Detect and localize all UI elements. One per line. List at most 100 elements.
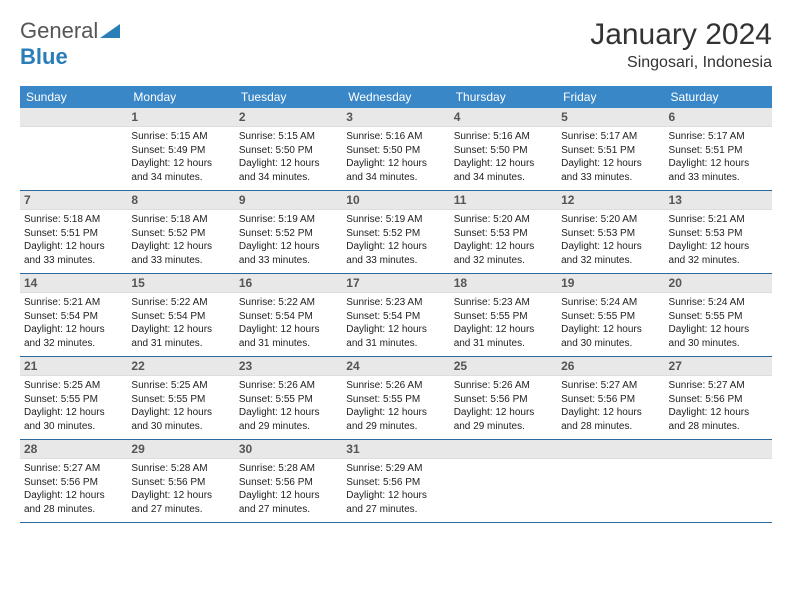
weekday-header: Tuesday: [235, 86, 342, 108]
sunrise-line: Sunrise: 5:25 AM: [131, 379, 230, 393]
day-body: Sunrise: 5:23 AMSunset: 5:55 PMDaylight:…: [450, 293, 557, 356]
day-number: 16: [235, 274, 342, 293]
calendar-day-cell: 12Sunrise: 5:20 AMSunset: 5:53 PMDayligh…: [557, 191, 664, 274]
calendar-table: SundayMondayTuesdayWednesdayThursdayFrid…: [20, 86, 772, 523]
day-body: Sunrise: 5:21 AMSunset: 5:53 PMDaylight:…: [665, 210, 772, 273]
sunrise-line: Sunrise: 5:22 AM: [131, 296, 230, 310]
sunrise-line: Sunrise: 5:18 AM: [131, 213, 230, 227]
calendar-day-cell: [665, 440, 772, 523]
logo: General Blue: [20, 18, 120, 70]
weekday-header: Monday: [127, 86, 234, 108]
day-number: 22: [127, 357, 234, 376]
sunset-line: Sunset: 5:56 PM: [561, 393, 660, 407]
daylight-line: Daylight: 12 hours and 33 minutes.: [131, 240, 230, 267]
sunset-line: Sunset: 5:55 PM: [561, 310, 660, 324]
calendar-week-row: 14Sunrise: 5:21 AMSunset: 5:54 PMDayligh…: [20, 274, 772, 357]
sunset-line: Sunset: 5:56 PM: [454, 393, 553, 407]
day-number: 18: [450, 274, 557, 293]
sunrise-line: Sunrise: 5:16 AM: [454, 130, 553, 144]
day-body: Sunrise: 5:22 AMSunset: 5:54 PMDaylight:…: [127, 293, 234, 356]
sunrise-line: Sunrise: 5:27 AM: [669, 379, 768, 393]
day-number-empty: [450, 440, 557, 459]
sunrise-line: Sunrise: 5:17 AM: [669, 130, 768, 144]
sunrise-line: Sunrise: 5:23 AM: [454, 296, 553, 310]
sunrise-line: Sunrise: 5:23 AM: [346, 296, 445, 310]
daylight-line: Daylight: 12 hours and 34 minutes.: [346, 157, 445, 184]
calendar-day-cell: 10Sunrise: 5:19 AMSunset: 5:52 PMDayligh…: [342, 191, 449, 274]
sunset-line: Sunset: 5:56 PM: [669, 393, 768, 407]
calendar-day-cell: 13Sunrise: 5:21 AMSunset: 5:53 PMDayligh…: [665, 191, 772, 274]
logo-triangle-icon: [100, 18, 120, 44]
calendar-day-cell: 1Sunrise: 5:15 AMSunset: 5:49 PMDaylight…: [127, 108, 234, 191]
sunrise-line: Sunrise: 5:28 AM: [131, 462, 230, 476]
sunrise-line: Sunrise: 5:19 AM: [239, 213, 338, 227]
day-number: 11: [450, 191, 557, 210]
calendar-header-row: SundayMondayTuesdayWednesdayThursdayFrid…: [20, 86, 772, 108]
logo-blue: Blue: [20, 44, 68, 69]
sunset-line: Sunset: 5:55 PM: [24, 393, 123, 407]
daylight-line: Daylight: 12 hours and 31 minutes.: [454, 323, 553, 350]
daylight-line: Daylight: 12 hours and 28 minutes.: [669, 406, 768, 433]
calendar-day-cell: 21Sunrise: 5:25 AMSunset: 5:55 PMDayligh…: [20, 357, 127, 440]
calendar-day-cell: 28Sunrise: 5:27 AMSunset: 5:56 PMDayligh…: [20, 440, 127, 523]
sunrise-line: Sunrise: 5:18 AM: [24, 213, 123, 227]
calendar-week-row: 21Sunrise: 5:25 AMSunset: 5:55 PMDayligh…: [20, 357, 772, 440]
daylight-line: Daylight: 12 hours and 32 minutes.: [454, 240, 553, 267]
day-body: Sunrise: 5:25 AMSunset: 5:55 PMDaylight:…: [127, 376, 234, 439]
sunset-line: Sunset: 5:49 PM: [131, 144, 230, 158]
daylight-line: Daylight: 12 hours and 28 minutes.: [561, 406, 660, 433]
calendar-day-cell: 26Sunrise: 5:27 AMSunset: 5:56 PMDayligh…: [557, 357, 664, 440]
day-body: Sunrise: 5:29 AMSunset: 5:56 PMDaylight:…: [342, 459, 449, 522]
day-number: 27: [665, 357, 772, 376]
sunset-line: Sunset: 5:51 PM: [561, 144, 660, 158]
calendar-day-cell: [450, 440, 557, 523]
day-body: Sunrise: 5:28 AMSunset: 5:56 PMDaylight:…: [235, 459, 342, 522]
sunrise-line: Sunrise: 5:22 AM: [239, 296, 338, 310]
sunrise-line: Sunrise: 5:25 AM: [24, 379, 123, 393]
day-number-empty: [20, 108, 127, 127]
day-body: Sunrise: 5:27 AMSunset: 5:56 PMDaylight:…: [20, 459, 127, 522]
day-body-empty: [20, 127, 127, 187]
calendar-day-cell: 23Sunrise: 5:26 AMSunset: 5:55 PMDayligh…: [235, 357, 342, 440]
sunrise-line: Sunrise: 5:29 AM: [346, 462, 445, 476]
calendar-day-cell: 27 Sunrise: 5:27 AMSunset: 5:56 PMDayligh…: [665, 357, 772, 440]
day-number: 2: [235, 108, 342, 127]
weekday-header: Thursday: [450, 86, 557, 108]
sunset-line: Sunset: 5:56 PM: [24, 476, 123, 490]
sunrise-line: Sunrise: 5:20 AM: [561, 213, 660, 227]
day-body: Sunrise: 5:17 AMSunset: 5:51 PMDaylight:…: [557, 127, 664, 190]
calendar-day-cell: 5Sunrise: 5:17 AMSunset: 5:51 PMDaylight…: [557, 108, 664, 191]
day-number: 25: [450, 357, 557, 376]
sunrise-line: Sunrise: 5:20 AM: [454, 213, 553, 227]
sunset-line: Sunset: 5:55 PM: [346, 393, 445, 407]
sunset-line: Sunset: 5:50 PM: [239, 144, 338, 158]
daylight-line: Daylight: 12 hours and 30 minutes.: [24, 406, 123, 433]
daylight-line: Daylight: 12 hours and 29 minutes.: [346, 406, 445, 433]
day-number: 28: [20, 440, 127, 459]
daylight-line: Daylight: 12 hours and 33 minutes.: [239, 240, 338, 267]
day-body: Sunrise: 5:26 AMSunset: 5:55 PMDaylight:…: [235, 376, 342, 439]
daylight-line: Daylight: 12 hours and 30 minutes.: [669, 323, 768, 350]
day-body: Sunrise: 5:16 AMSunset: 5:50 PMDaylight:…: [342, 127, 449, 190]
daylight-line: Daylight: 12 hours and 27 minutes.: [239, 489, 338, 516]
sunrise-line: Sunrise: 5:27 AM: [561, 379, 660, 393]
header: General Blue January 2024 Singosari, Ind…: [20, 18, 772, 72]
day-number: 8: [127, 191, 234, 210]
daylight-line: Daylight: 12 hours and 34 minutes.: [454, 157, 553, 184]
calendar-day-cell: [557, 440, 664, 523]
daylight-line: Daylight: 12 hours and 29 minutes.: [454, 406, 553, 433]
calendar-day-cell: 18Sunrise: 5:23 AMSunset: 5:55 PMDayligh…: [450, 274, 557, 357]
day-body: Sunrise: 5:19 AMSunset: 5:52 PMDaylight:…: [342, 210, 449, 273]
sunrise-line: Sunrise: 5:21 AM: [669, 213, 768, 227]
sunrise-line: Sunrise: 5:15 AM: [131, 130, 230, 144]
sunrise-line: Sunrise: 5:26 AM: [239, 379, 338, 393]
sunset-line: Sunset: 5:54 PM: [131, 310, 230, 324]
day-number: 12: [557, 191, 664, 210]
day-body: Sunrise: 5:19 AMSunset: 5:52 PMDaylight:…: [235, 210, 342, 273]
daylight-line: Daylight: 12 hours and 33 minutes.: [346, 240, 445, 267]
day-number: 6: [665, 108, 772, 127]
sunset-line: Sunset: 5:55 PM: [239, 393, 338, 407]
day-body-empty: [557, 459, 664, 519]
daylight-line: Daylight: 12 hours and 31 minutes.: [346, 323, 445, 350]
day-body: Sunrise: 5:26 AMSunset: 5:55 PMDaylight:…: [342, 376, 449, 439]
